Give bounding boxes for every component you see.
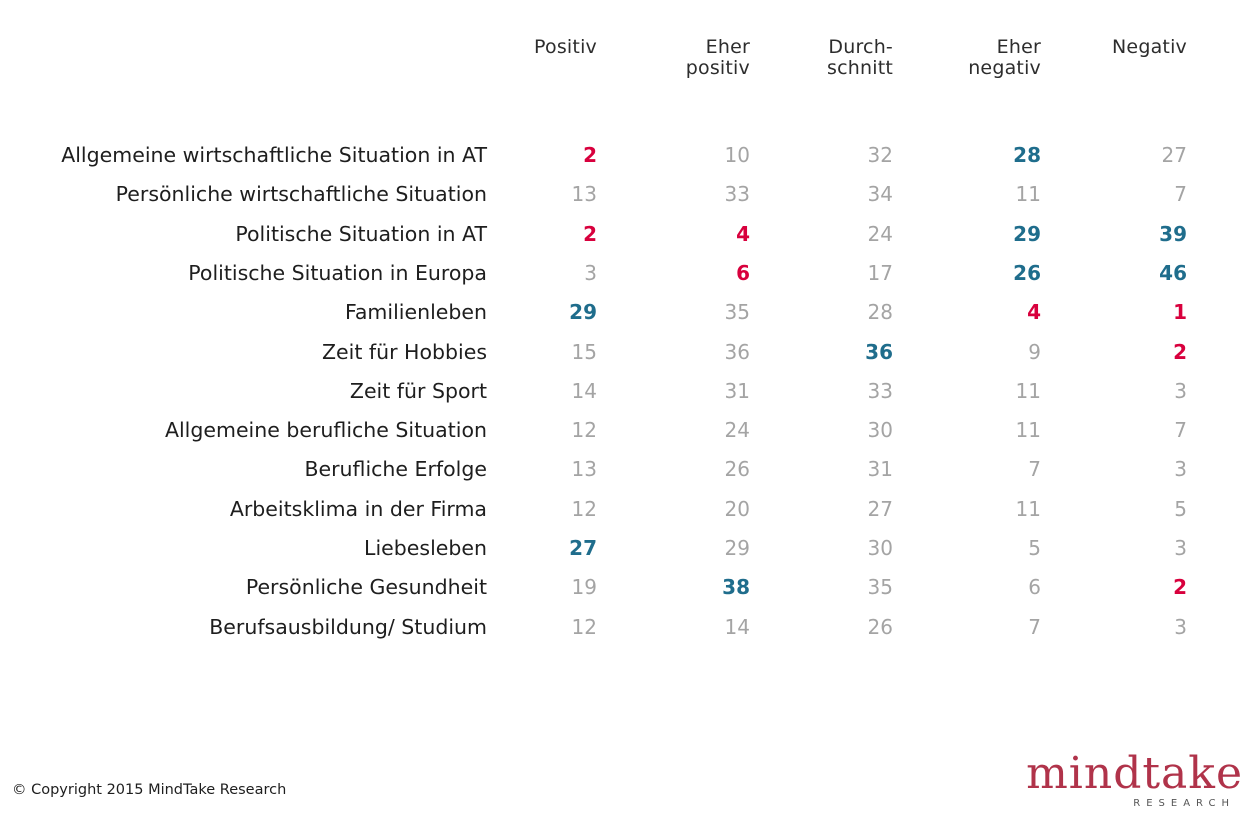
column-header-line: negativ [968,57,1041,79]
value-cell: 35 [724,300,750,325]
value-cell: 2 [583,221,597,246]
value-cell: 29 [569,300,597,325]
mindtake-logo: mindtake RESEARCH [1018,750,1243,815]
value-cell: 6 [1028,575,1041,600]
value-cell: 7 [1028,614,1041,639]
copyright-notice: © Copyright 2015 MindTake Research [12,782,287,798]
value-cell: 32 [867,143,893,167]
column-header: Negativ [1067,37,1187,58]
row-label: Berufliche Erfolge [304,457,487,482]
value-cell: 33 [867,378,893,403]
value-cell: 3 [1174,378,1187,403]
value-cell: 5 [1174,496,1187,521]
column-header-line: positiv [685,57,750,79]
value-cell: 34 [867,182,893,207]
row-label: Politische Situation in AT [235,221,487,246]
value-cell: 14 [724,614,750,639]
value-cell: 17 [867,260,893,285]
column-header: Durch-schnitt [773,37,893,79]
value-cell: 4 [1027,300,1041,325]
value-cell: 35 [867,575,893,600]
value-cell: 3 [1174,457,1187,482]
value-cell: 20 [724,496,750,521]
value-cell: 13 [571,457,597,482]
column-header-line: Durch- [828,36,893,58]
row-label: Berufsausbildung/ Studium [209,614,487,639]
value-cell: 27 [1161,143,1187,167]
value-cell: 4 [736,221,750,246]
value-cell: 24 [724,418,750,443]
value-cell: 15 [571,339,597,364]
value-cell: 39 [1159,221,1187,246]
value-cell: 33 [724,182,750,207]
results-table: Positiv Eher positiv Durch-schnitt Eher negat… [61,37,1187,639]
value-cell: 38 [722,575,750,600]
value-cell: 36 [724,339,750,364]
value-cell: 11 [1015,496,1041,521]
column-header-line: Eher [996,36,1041,58]
value-cell: 1 [1173,300,1187,325]
value-cell: 2 [1173,339,1187,364]
row-label: Allgemeine berufliche Situation [164,418,487,443]
value-cell: 6 [736,260,750,285]
value-cell: 10 [724,143,750,167]
value-cell: 2 [1173,575,1187,600]
column-header: Eher positiv [630,37,750,79]
value-cell: 9 [1028,339,1041,364]
value-cell: 46 [1159,260,1187,285]
value-cell: 11 [1015,378,1041,403]
row-label: Allgemeine wirtschaftliche Situation in … [61,143,487,167]
row-label: Familienleben [344,300,487,325]
value-cell: 27 [569,536,597,560]
value-cell: 28 [1013,143,1041,167]
row-label: Zeit für Sport [349,378,487,403]
value-cell: 31 [867,457,893,482]
value-cell: 13 [571,182,597,207]
value-cell: 2 [583,143,597,167]
value-cell: 14 [571,378,597,403]
value-cell: 12 [571,614,597,639]
value-cell: 26 [1013,260,1041,285]
value-cell: 3 [1174,536,1187,560]
column-header-line: Eher [705,36,750,58]
value-cell: 7 [1174,182,1187,207]
value-cell: 30 [867,536,893,560]
row-label: Arbeitsklima in der Firma [229,496,487,521]
value-cell: 28 [867,300,893,325]
value-cell: 7 [1174,418,1187,443]
value-cell: 19 [571,575,597,600]
row-label: Politische Situation in Europa [188,260,487,285]
value-cell: 7 [1028,457,1041,482]
value-cell: 29 [724,536,750,560]
value-cell: 27 [867,496,893,521]
row-label: Zeit für Hobbies [321,339,487,364]
value-cell: 12 [571,496,597,521]
row-label: Persönliche wirtschaftliche Situation [115,182,487,207]
logo-subtitle: RESEARCH [1133,798,1235,809]
value-cell: 3 [584,260,597,285]
value-cell: 5 [1028,536,1041,560]
value-cell: 11 [1015,418,1041,443]
value-cell: 12 [571,418,597,443]
value-cell: 29 [1013,221,1041,246]
row-label: Persönliche Gesundheit [245,575,487,600]
column-header: Positiv [477,37,597,58]
value-cell: 11 [1015,182,1041,207]
row-label: Liebesleben [364,536,487,560]
value-cell: 26 [724,457,750,482]
value-cell: 31 [724,378,750,403]
value-cell: 3 [1174,614,1187,639]
value-cell: 30 [867,418,893,443]
column-header-line: Negativ [1112,36,1187,58]
value-cell: 24 [867,221,893,246]
column-header-line: schnitt [826,57,893,79]
value-cell: 36 [865,339,893,364]
column-header-line: Positiv [534,36,597,58]
logo-wordmark: mindtake [1026,748,1243,799]
column-header: Eher negativ [921,37,1041,79]
value-cell: 26 [867,614,893,639]
